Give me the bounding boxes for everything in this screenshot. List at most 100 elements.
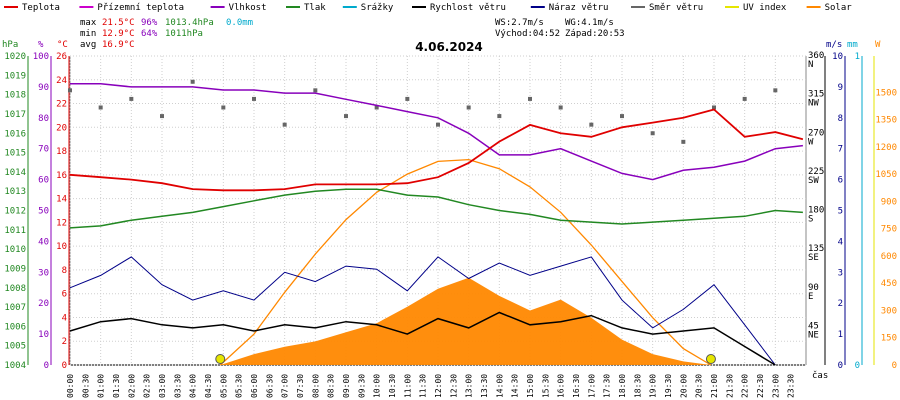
solar-tick-3: 1050 [875,170,897,180]
x-tick-43: 21:30 [725,374,734,398]
max-humidity: 96% [141,18,158,28]
x-tick-19: 09:30 [357,374,366,398]
direction-point-19 [650,131,655,136]
x-tick-33: 16:30 [572,374,581,398]
temperature-unit: °C [57,40,68,50]
legend-label-4: Srážky [361,3,394,13]
wind-tick-6: 4 [838,237,843,247]
x-tick-3: 01:30 [112,374,121,398]
x-tick-25: 12:30 [449,374,458,398]
direction-point-18 [620,114,624,119]
x-tick-8: 04:00 [189,374,198,398]
temperature-tick-9: 8 [62,266,67,276]
humidity-tick-5: 50 [38,207,49,217]
avg-temp: 16.9°C [102,40,135,50]
x-tick-15: 07:30 [296,374,305,398]
direction-point-14 [497,114,502,119]
max-temp: 21.5°C [102,18,135,28]
gust-line [69,256,776,366]
x-tick-44: 22:00 [741,374,750,398]
pressure-tick-14: 1006 [4,322,26,332]
humidity-tick-0: 100 [33,52,49,62]
direction-point-2 [129,96,134,101]
x-tick-36: 18:00 [618,374,627,398]
direction-point-8 [313,88,318,93]
direction-point-11 [405,96,410,101]
pressure-tick-5: 1015 [4,149,26,159]
pressure-tick-3: 1017 [4,110,26,120]
legend: Teplota Přízemní teplota Vlhkost Tlak Srážky… [4,3,852,13]
x-tick-22: 11:00 [403,374,412,398]
humidity-tick-1: 90 [38,83,49,93]
wind-tick-4: 6 [838,176,843,186]
chart-title: 4.06.2024 [415,40,483,54]
stats-block: max 21.5°C 96% 1013.4hPa 0.0mm min 12.9°… [80,18,625,50]
rain-tick-0: 1 [855,52,860,62]
x-axis: 00:00 00:30 01:00 01:30 02:00 02:30 03:00 03:30… [66,374,796,398]
humidity-line [70,83,803,181]
pressure-tick-12: 1008 [4,284,26,294]
x-tick-24: 12:00 [434,374,443,398]
x-tick-23: 11:30 [419,374,428,398]
sunset-stat: Západ:20:53 [565,29,625,39]
direction-point-12 [436,122,440,127]
direction-tick-2: 270 [808,128,824,138]
direction-point-20 [681,139,686,144]
direction-point-15 [528,96,532,101]
direction-dir-3: SW [808,176,819,186]
x-tick-14: 07:00 [281,374,290,398]
direction-point-23 [773,88,778,93]
wind-tick-1: 9 [838,83,843,93]
uv-marker-0 [215,354,226,364]
x-tick-40: 20:00 [679,374,688,398]
humidity-tick-8: 20 [38,299,49,309]
wind-unit: m/s [826,40,842,50]
solar-tick-0: 1500 [875,88,897,98]
wind-tick-8: 2 [838,299,843,309]
wind-tick-10: 0 [838,361,843,371]
max-pressure: 1013.4hPa [165,18,214,28]
x-tick-5: 02:30 [143,374,152,398]
x-tick-12: 06:00 [250,374,259,398]
solar-tick-1: 1350 [875,116,897,126]
temperature-tick-7: 12 [56,218,67,228]
x-tick-20: 10:00 [373,374,382,398]
x-tick-18: 09:00 [342,374,351,398]
wind-speed-line [69,311,776,366]
direction-dir-0: N [808,60,813,70]
max-label: max [80,18,97,28]
direction-tick-0: 360 [808,51,824,61]
avg-label: avg [80,40,96,50]
min-label: min [80,29,96,39]
x-tick-34: 17:00 [587,374,596,398]
direction-point-1 [98,105,103,110]
rain-unit: mm [847,40,858,50]
legend-label-2: Vlhkost [229,3,267,13]
pressure-tick-4: 1016 [4,129,26,139]
direction-point-9 [344,114,348,119]
x-tick-2: 01:00 [97,374,106,398]
direction-tick-3: 225 [808,167,824,177]
x-tick-11: 05:30 [235,374,244,398]
humidity-tick-7: 30 [38,268,49,278]
plot-area [68,79,804,366]
solar-tick-2: 1200 [875,143,897,153]
x-tick-16: 08:00 [311,374,320,398]
legend-label-7: Směr větru [649,3,703,13]
temperature-tick-2: 22 [56,100,67,110]
rain-tick-1: 0 [855,361,860,371]
temperature-tick-11: 4 [62,313,67,323]
direction-dir-7: NE [808,330,819,340]
x-tick-32: 16:00 [557,374,566,398]
solar-tick-4: 900 [881,197,897,207]
humidity-tick-4: 60 [38,176,49,186]
direction-point-10 [374,105,379,110]
direction-point-13 [466,105,471,110]
humidity-unit: % [38,40,44,50]
pressure-tick-13: 1007 [4,303,26,313]
temperature-tick-0: 26 [56,52,67,62]
temperature-tick-8: 10 [56,242,67,252]
temperature-tick-13: 0 [62,361,67,371]
direction-tick-1: 315 [808,90,824,100]
